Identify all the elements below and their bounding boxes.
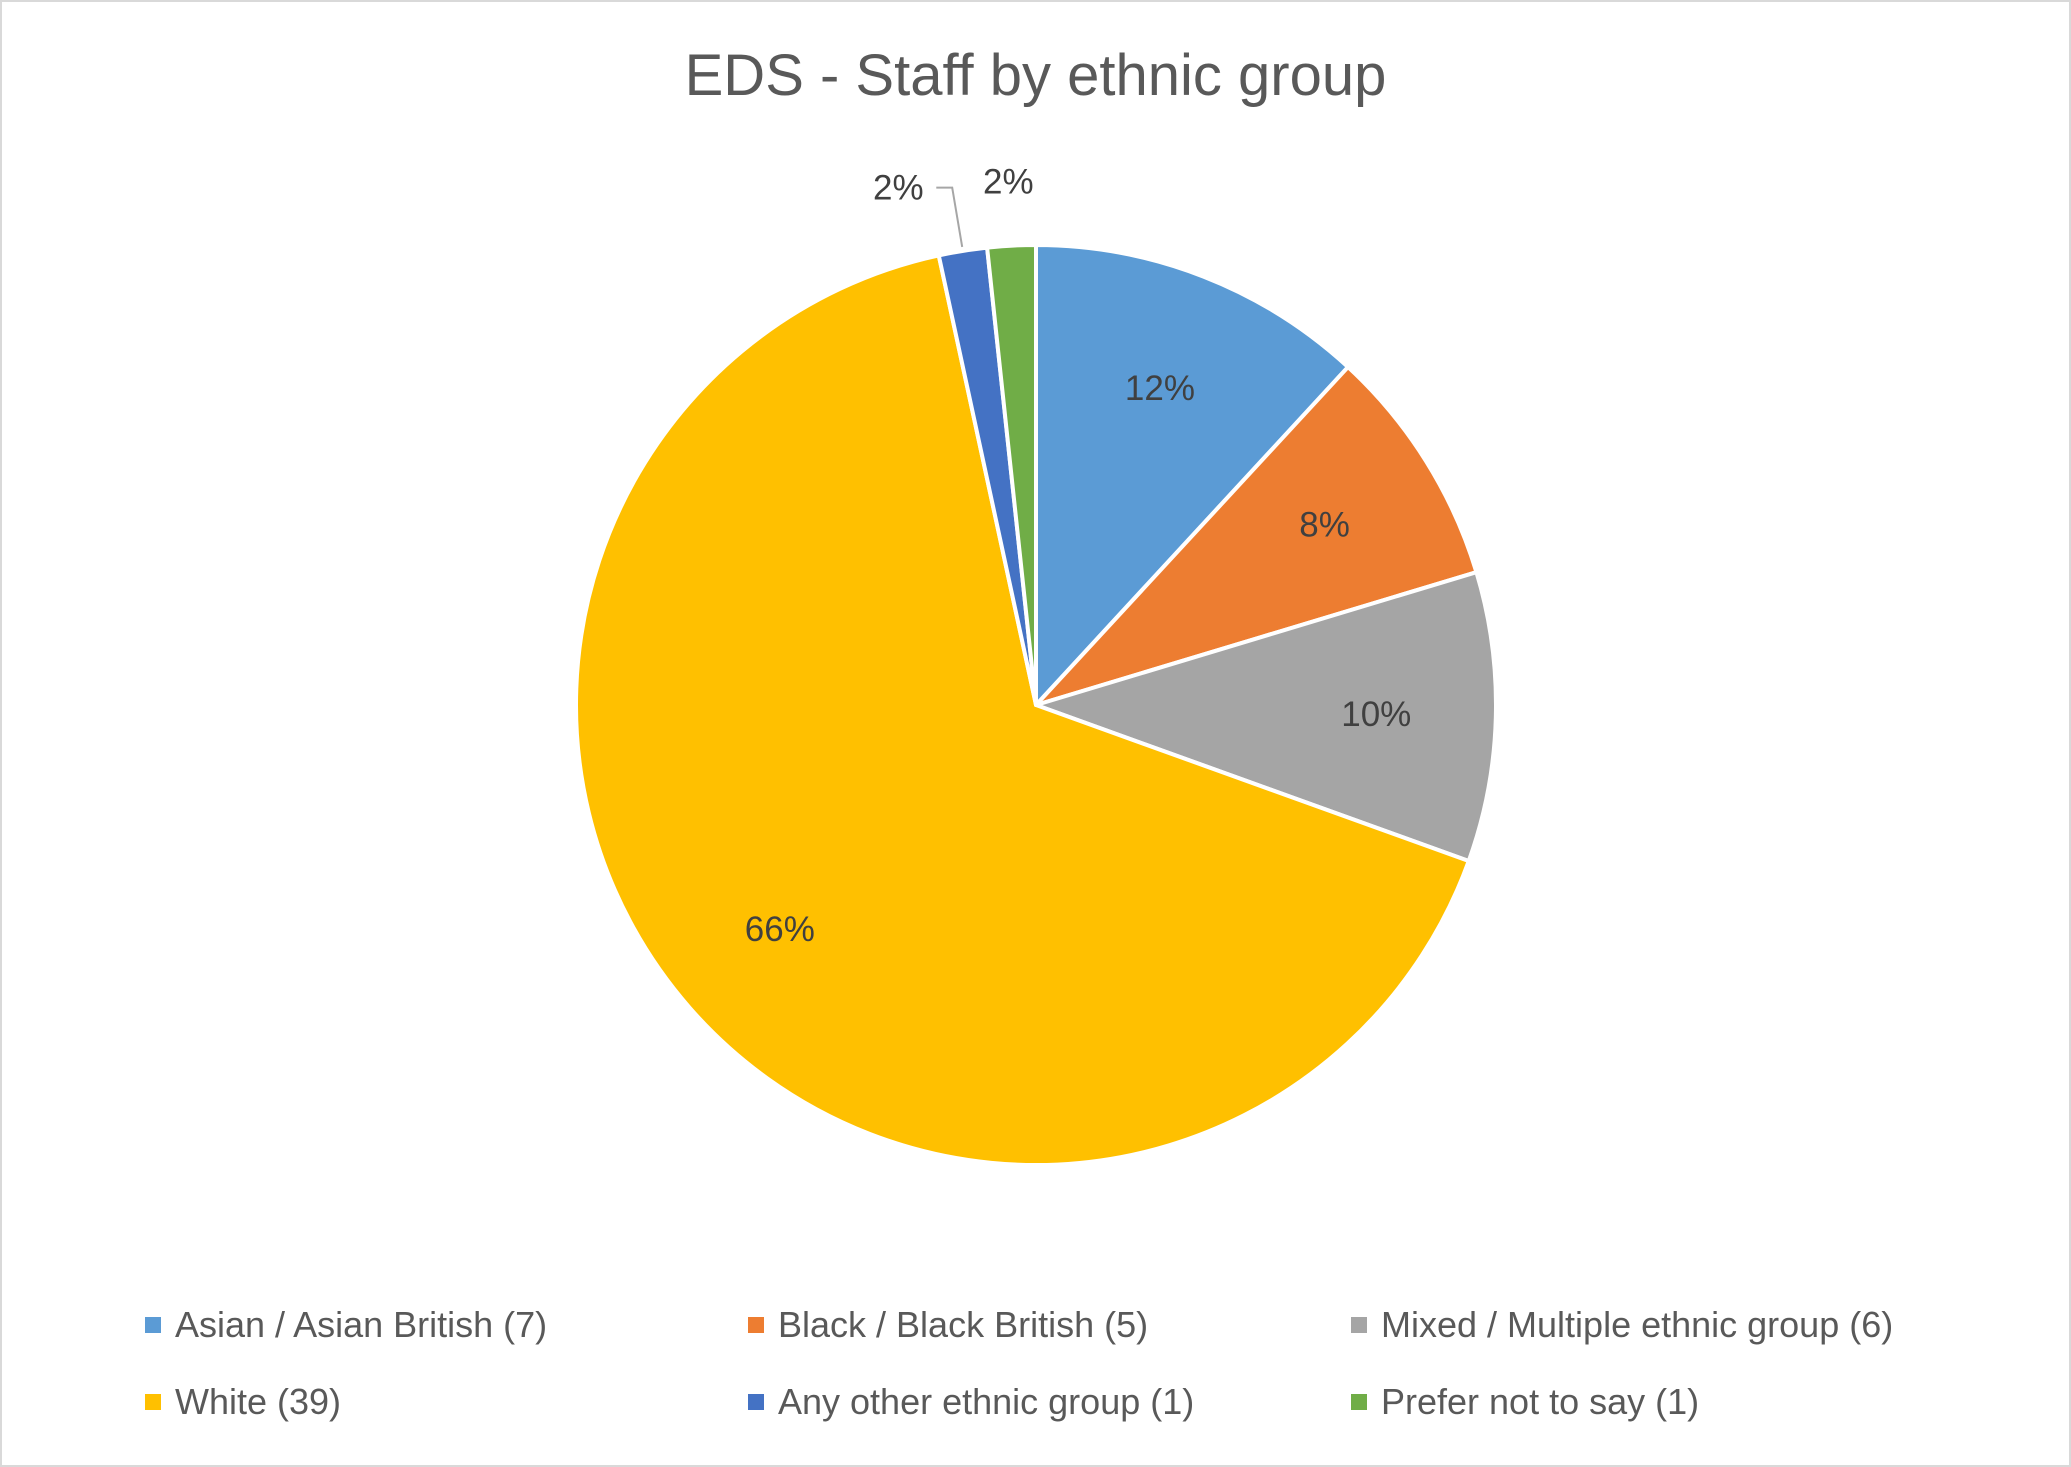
data-label-any-other-ethnic-group: 2% <box>873 169 924 208</box>
pie-slice-black-black-british <box>1034 365 1479 707</box>
legend-label-prefer-not: Prefer not to say (1) <box>1381 1381 1700 1422</box>
data-label-black-black-british: 8% <box>1299 505 1350 544</box>
pie-slice-prefer-not-to-say <box>985 243 1038 707</box>
legend-swatch-prefer-not <box>1351 1394 1367 1410</box>
legend-label-white: White (39) <box>175 1381 342 1422</box>
leader-line-any-other-ethnic-group <box>936 186 964 248</box>
pie-slices <box>573 243 1498 1167</box>
legend-item-other: Any other ethnic group (1) <box>748 1377 1194 1427</box>
data-labels: 12% 8% 10% 66% 2% 2% <box>745 163 1412 949</box>
legend: Asian / Asian British (7) Black / Black … <box>145 1300 2025 1454</box>
legend-swatch-mixed <box>1351 1317 1367 1333</box>
legend-swatch-black <box>748 1317 764 1333</box>
chart-title: EDS - Staff by ethnic group <box>684 43 1387 108</box>
legend-row-1: Asian / Asian British (7) Black / Black … <box>145 1300 2025 1377</box>
data-label-prefer-not-to-say: 2% <box>983 163 1034 202</box>
legend-item-asian: Asian / Asian British (7) <box>145 1300 547 1350</box>
legend-item-prefer-not: Prefer not to say (1) <box>1351 1377 1699 1427</box>
legend-item-mixed: Mixed / Multiple ethnic group (6) <box>1351 1300 1893 1350</box>
data-label-mixed-multiple-ethnic-group: 10% <box>1341 695 1411 734</box>
leader-lines <box>936 186 964 248</box>
pie-slice-white <box>573 253 1471 1167</box>
data-label-asian-asian-british: 12% <box>1125 369 1195 408</box>
legend-item-black: Black / Black British (5) <box>748 1300 1148 1350</box>
pie-slice-asian-asian-british <box>1034 243 1351 707</box>
legend-label-black: Black / Black British (5) <box>778 1304 1149 1345</box>
legend-label-asian: Asian / Asian British (7) <box>175 1304 548 1345</box>
legend-swatch-asian <box>145 1317 161 1333</box>
legend-swatch-other <box>748 1394 764 1410</box>
pie-slice-mixed-multiple-ethnic-group <box>1034 570 1498 864</box>
data-label-white: 66% <box>745 910 815 949</box>
legend-label-mixed: Mixed / Multiple ethnic group (6) <box>1381 1304 1894 1345</box>
legend-swatch-white <box>145 1394 161 1410</box>
legend-label-other: Any other ethnic group (1) <box>778 1381 1195 1422</box>
legend-item-white: White (39) <box>145 1377 341 1427</box>
legend-row-2: White (39) Any other ethnic group (1) Pr… <box>145 1377 2025 1454</box>
